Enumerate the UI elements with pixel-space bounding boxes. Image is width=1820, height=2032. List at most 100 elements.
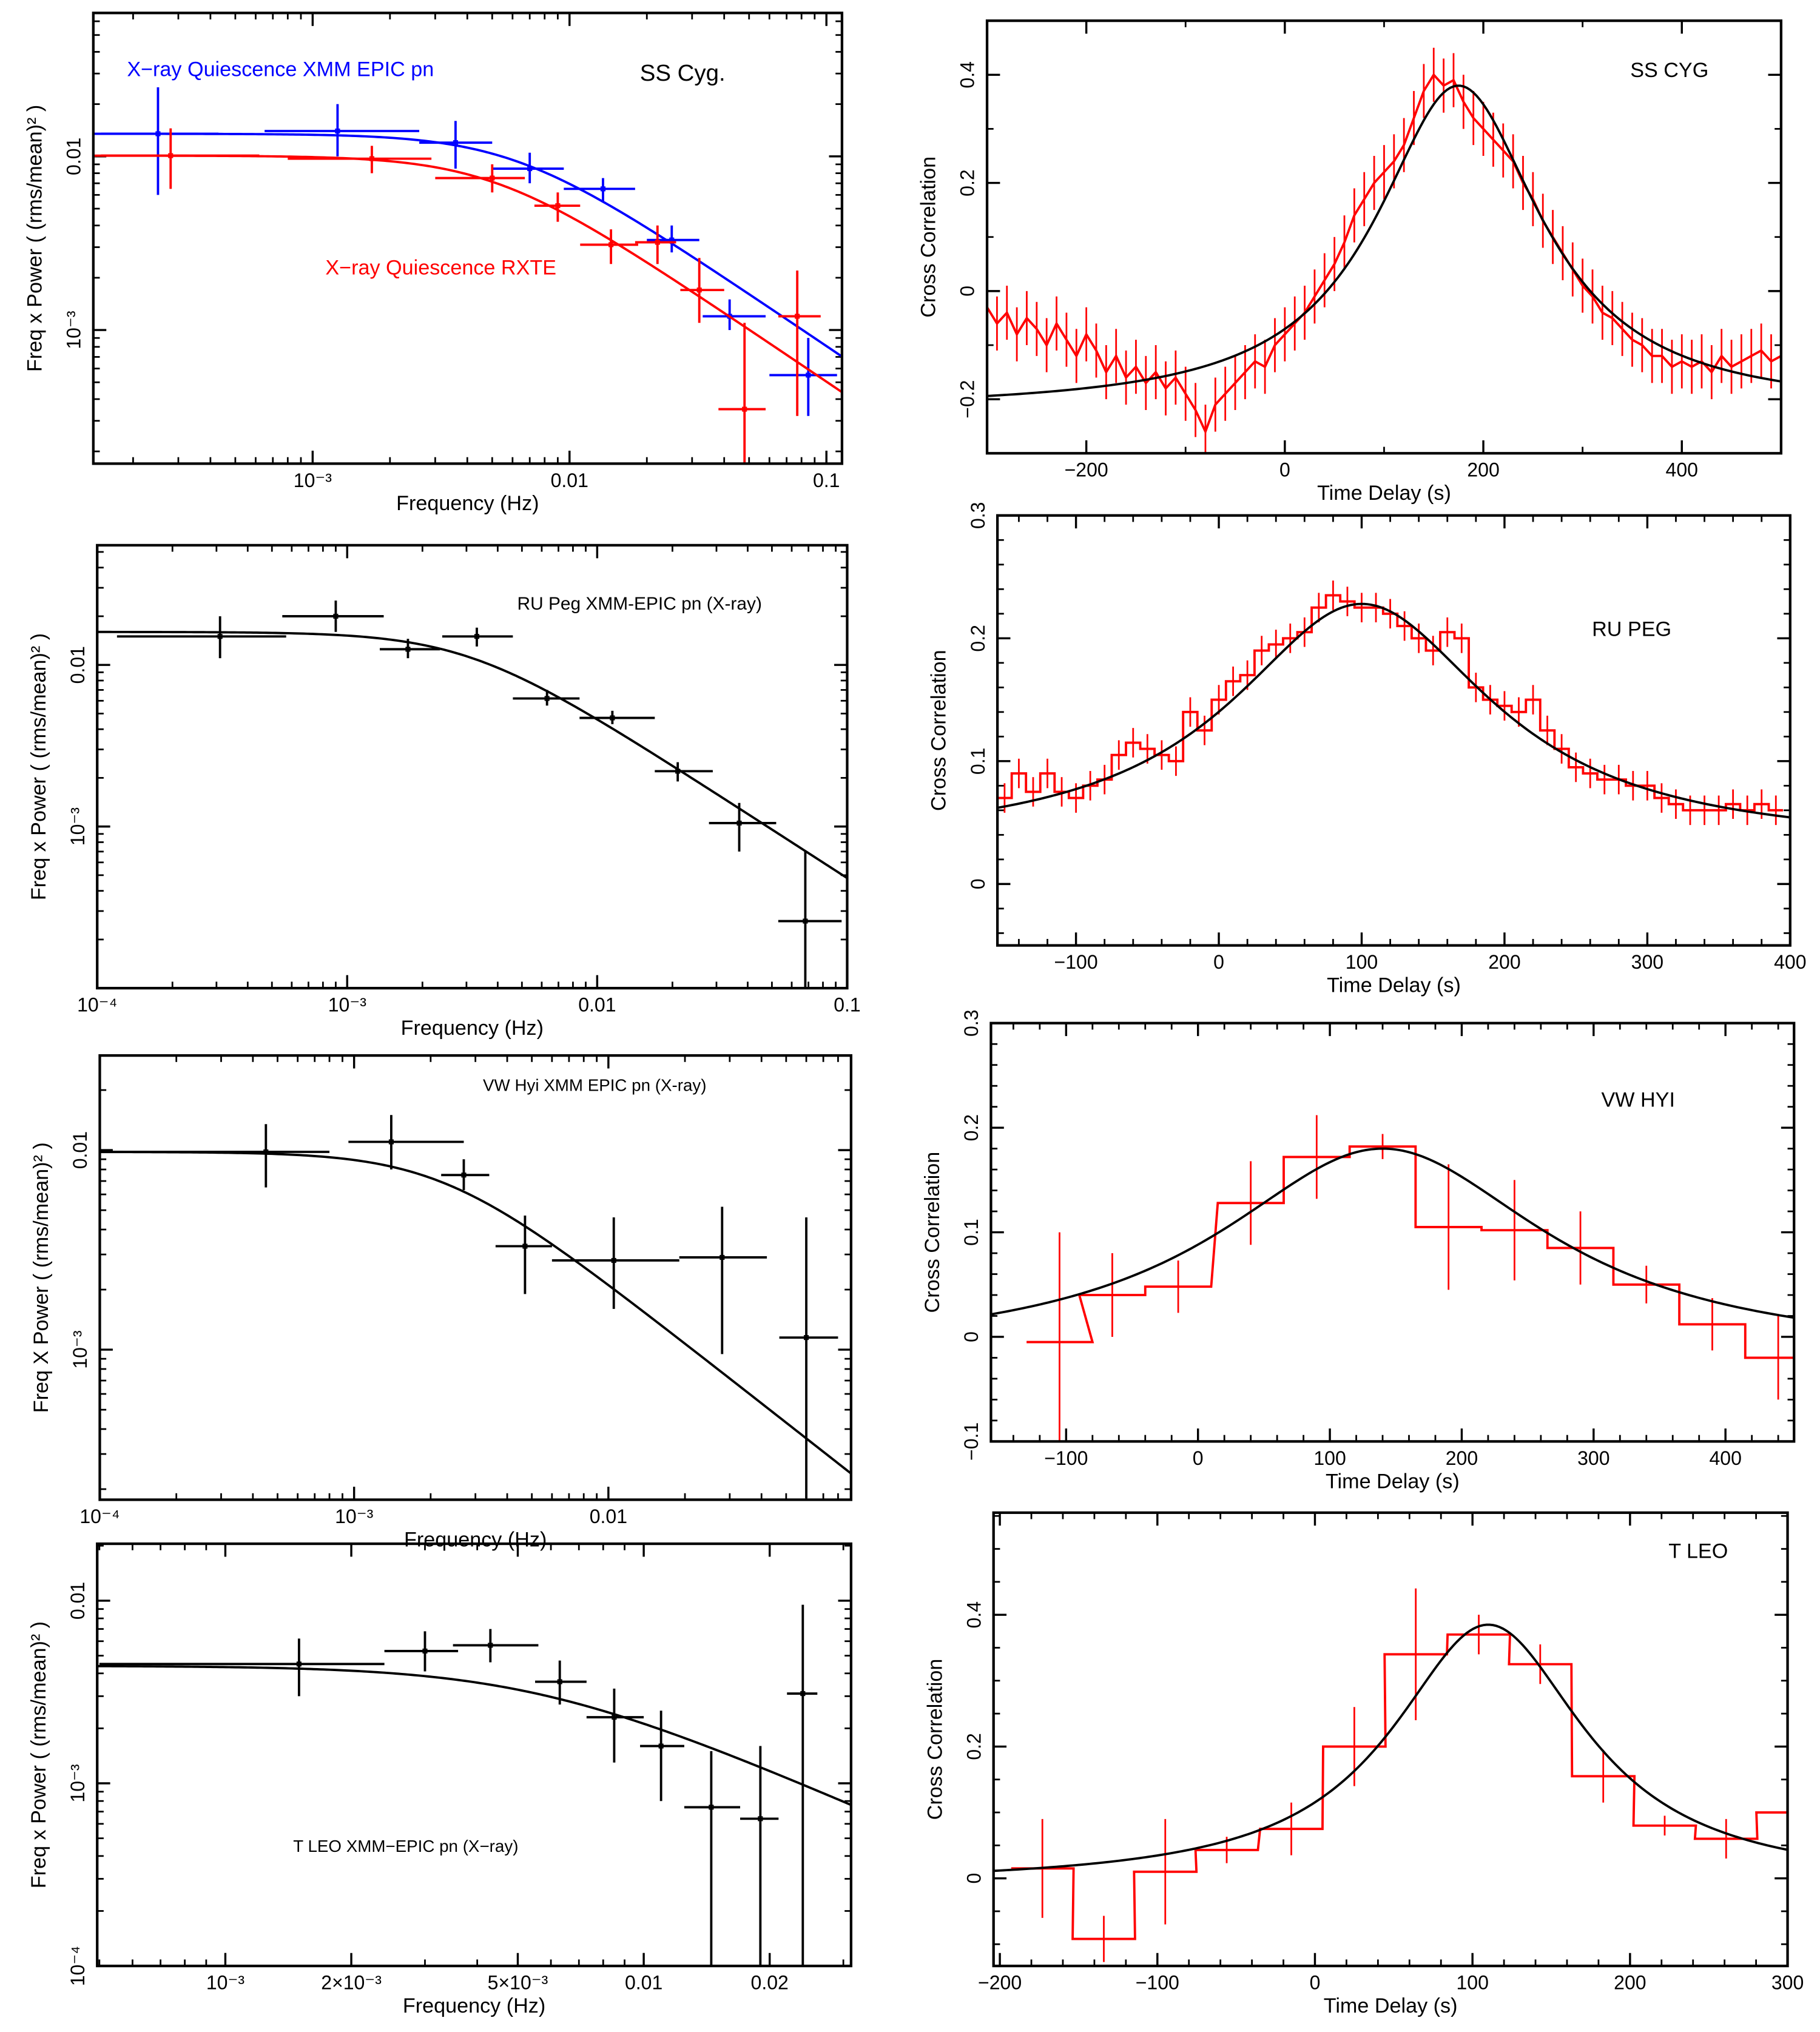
data-point	[579, 710, 655, 724]
point-marker	[544, 696, 550, 701]
data-point	[769, 338, 837, 416]
point-marker	[335, 128, 340, 134]
model-curve	[997, 602, 1790, 819]
x-tick-label: 300	[1631, 951, 1663, 973]
point-marker	[720, 1254, 725, 1260]
annotation-label: VW Hyi XMM EPIC pn (X-ray)	[483, 1076, 706, 1095]
y-tick-label: 0.4	[957, 61, 979, 89]
data-point	[116, 616, 286, 659]
x-tick-label: 300	[1771, 1972, 1804, 1994]
plot-frame	[96, 1542, 852, 1968]
x-tick-label: 200	[1614, 1972, 1646, 1994]
data-point	[778, 271, 821, 416]
chart-panel-1: −200 0 200 400 −0.2 0 0.2 0.4 Time Delay (s) Cros…	[917, 19, 1783, 505]
y-tick-label: −0.2	[957, 380, 979, 419]
point-marker	[217, 634, 223, 639]
x-axis-label: Frequency (Hz)	[403, 1994, 545, 2017]
model-curve	[991, 1147, 1795, 1319]
data-point	[282, 601, 384, 632]
x-tick-label: 300	[1577, 1447, 1609, 1469]
x-tick-label: 10⁻³	[206, 1972, 245, 1994]
x-axis-label: Time Delay (s)	[1326, 1470, 1460, 1493]
x-tick-label: −100	[1044, 1447, 1088, 1469]
x-tick-label: −100	[1136, 1972, 1179, 1994]
plot-area	[99, 1115, 851, 1499]
point-marker	[474, 634, 480, 639]
point-marker	[488, 1643, 493, 1648]
annotation-label: VW HYI	[1602, 1089, 1675, 1112]
data-point	[740, 1746, 779, 1966]
x-tick-label: 0	[1193, 1447, 1204, 1469]
annotation-label: RU Peg XMM-EPIC pn (X-ray)	[517, 594, 762, 614]
data-point	[495, 1215, 552, 1294]
x-tick-label: 10⁻³	[328, 994, 367, 1016]
y-axis-label: Freq X Power ( (rms/mean)² )	[30, 1142, 53, 1413]
x-tick-label: 200	[1446, 1447, 1478, 1469]
y-axis-label: Freq x Power ( (rms/mean)² )	[23, 105, 46, 372]
y-tick-label: 0.2	[960, 1114, 982, 1142]
data-point	[101, 128, 260, 189]
x-tick-label: 0.1	[813, 469, 840, 491]
y-tick-label: 0.2	[967, 625, 989, 652]
annotation-label: T LEO	[1668, 1540, 1728, 1563]
plot-area	[97, 1604, 851, 1966]
data-point	[384, 1631, 459, 1672]
y-tick-label: 0	[967, 878, 989, 889]
y-tick-label: 10⁻³	[67, 807, 89, 846]
x-tick-label: 200	[1467, 459, 1499, 481]
chart-panel-4: 10⁻⁴ 10⁻³ 0.01 10⁻³ 0.01 Frequency (Hz) Freq X…	[30, 1054, 852, 1551]
point-marker	[742, 406, 747, 412]
x-tick-label: 2×10⁻³	[321, 1972, 382, 1994]
x-tick-label: 200	[1488, 951, 1520, 973]
point-marker	[795, 314, 800, 319]
x-axis-label: Frequency (Hz)	[396, 492, 539, 515]
y-tick-label: 0.01	[62, 138, 84, 175]
y-axis-label: Cross Correlation	[921, 1152, 944, 1313]
x-tick-label: 10⁻⁴	[77, 994, 117, 1016]
point-marker	[800, 1691, 806, 1697]
data-point	[99, 1638, 385, 1697]
point-marker	[490, 175, 495, 181]
plot-frame	[985, 19, 1783, 455]
model-curve	[99, 1151, 851, 1475]
data-point	[564, 178, 635, 202]
annotation-label: SS Cyg.	[640, 60, 726, 86]
y-tick-label: 0.3	[967, 502, 989, 530]
data-point	[580, 229, 638, 264]
x-tick-label: 400	[1709, 1447, 1741, 1469]
data-point	[778, 851, 842, 989]
annotation-label: X−ray Quiescence XMM EPIC pn	[127, 58, 434, 81]
x-axis-label: Time Delay (s)	[1327, 974, 1461, 997]
x-tick-label: −100	[1054, 951, 1098, 973]
y-axis-label: Cross Correlation	[923, 1659, 946, 1820]
chart-panel-6: 10⁻³ 2×10⁻³ 5×10⁻³ 0.01 0.02 10⁻⁴ 10⁻³ 0.01 Freq…	[27, 1542, 852, 2017]
x-tick-label: 0.1	[834, 994, 861, 1016]
point-marker	[736, 820, 742, 826]
y-tick-label: 0.01	[67, 1582, 89, 1620]
point-marker	[388, 1139, 394, 1145]
data-point	[453, 1629, 539, 1663]
point-marker	[655, 240, 660, 245]
data-point	[680, 258, 724, 323]
model-curve	[93, 132, 842, 358]
point-marker	[658, 1743, 664, 1749]
model-curve	[993, 1623, 1788, 1872]
point-marker	[296, 1661, 302, 1667]
y-tick-label: 0.3	[960, 1009, 982, 1037]
y-axis-label: Cross Correlation	[917, 156, 940, 318]
chart-panel-2: 10⁻⁴ 10⁻³ 0.01 0.1 10⁻³ 0.01 Frequency (Hz) Fre…	[27, 543, 861, 1040]
point-marker	[803, 1335, 809, 1341]
point-marker	[611, 1257, 616, 1263]
chart-panel-0: 10⁻³ 0.01 0.1 10⁻³ 0.01 Frequency (Hz) Freq x …	[23, 12, 844, 515]
plot-area	[991, 1115, 1795, 1442]
x-axis-label: Frequency (Hz)	[404, 1528, 547, 1551]
data-point	[535, 1660, 587, 1705]
point-marker	[555, 203, 561, 209]
y-axis-label: Cross Correlation	[928, 650, 951, 811]
data-point	[265, 104, 420, 156]
chart-panel-5: −100 0 100 200 300 400 −0.1 0 0.1 0.2 0.3 Time Dela…	[921, 1009, 1796, 1493]
plot-area	[997, 580, 1790, 826]
x-tick-label: 0	[1213, 951, 1224, 973]
y-tick-label: 0.2	[957, 169, 979, 197]
